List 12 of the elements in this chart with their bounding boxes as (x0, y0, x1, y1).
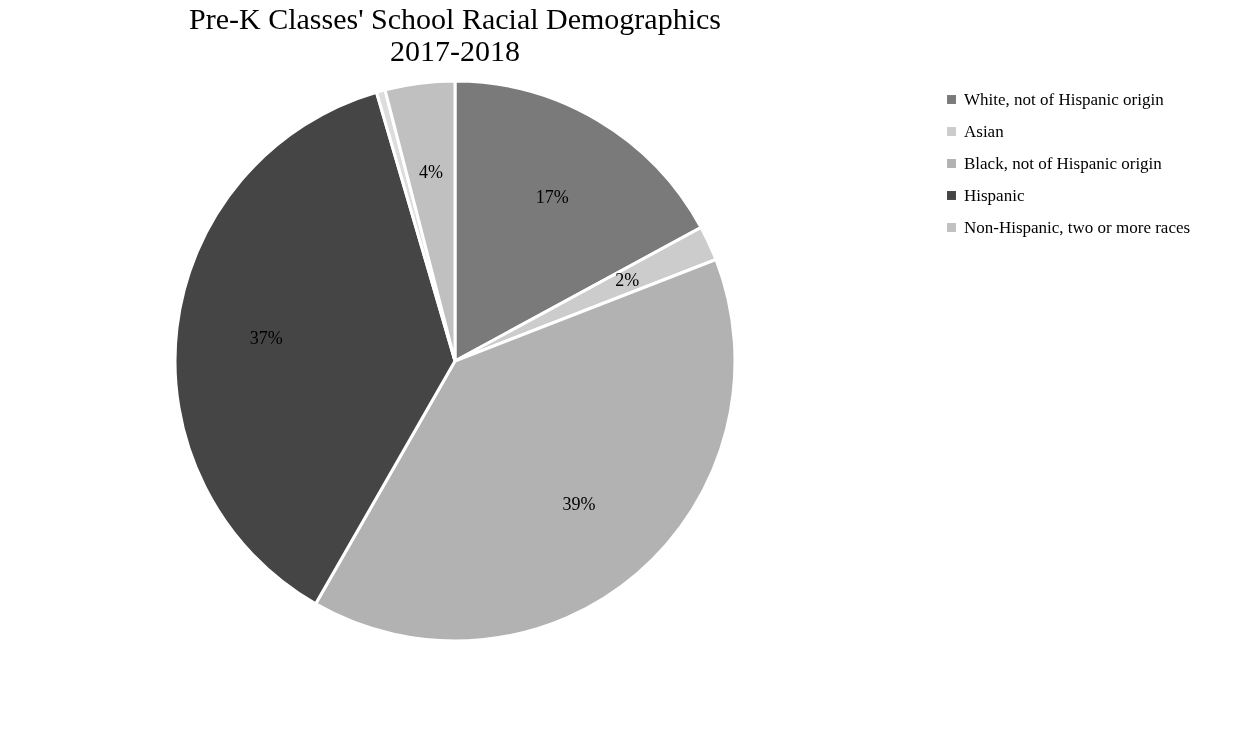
legend-label: Black, not of Hispanic origin (964, 153, 1163, 173)
data-label: 39% (562, 494, 596, 515)
text: 2017-2018 (390, 34, 520, 67)
data-label: 2% (615, 270, 640, 291)
legend-label: Asian (964, 121, 1005, 141)
text: Pre-K Classes' School Racial Demographics (189, 2, 721, 35)
data-label: 4% (419, 161, 444, 182)
data-label: 17% (535, 186, 569, 207)
legend-label: White, not of Hispanic origin (964, 89, 1165, 109)
data-label: 37% (249, 327, 283, 348)
legend-label: Non-Hispanic, two or more races (964, 217, 1191, 237)
legend-label: Hispanic (964, 185, 1025, 205)
